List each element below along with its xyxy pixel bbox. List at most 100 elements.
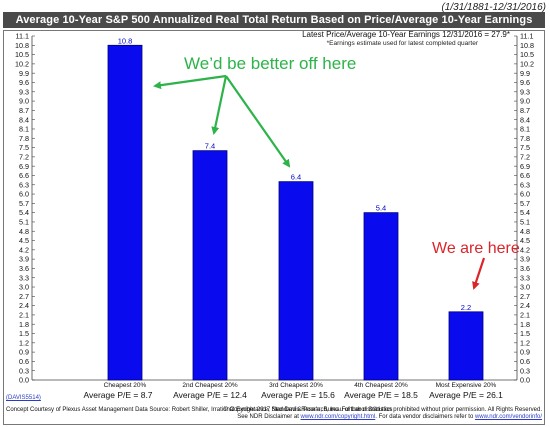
bar-value-label: 5.4 [376,204,386,213]
x-category-label: 2nd Cheapest 20% [182,382,238,389]
chart-code-link[interactable]: (DAVIS5514) [6,395,41,401]
y-tick-label-left: 2.7 [19,292,29,301]
bar-value-label: 10.8 [118,36,133,45]
bar-value-label: 2.2 [461,303,471,312]
y-tick-label-left: 11.1 [16,32,29,41]
y-tick-label-left: 6.9 [19,162,29,171]
latest-pe-note: Latest Price/Average 10-Year Earnings 12… [302,30,510,39]
y-tick-label-left: 0.0 [19,376,29,385]
y-tick-label-left: 7.8 [19,134,29,143]
disclaimer-prefix: See NDR Disclaimer at [237,414,299,420]
y-tick-label-left: 0.6 [19,357,29,366]
y-tick-label-right: 2.4 [520,301,530,310]
y-tick-label-left: 1.5 [19,329,29,338]
y-tick-label-left: 0.3 [19,366,29,375]
y-tick-label-left: 3.3 [19,273,29,282]
bar-value-label: 6.4 [291,173,301,182]
y-tick-label-left: 2.1 [19,311,29,320]
x-category-label: Most Expensive 20% [436,382,497,389]
y-tick-label-right: 5.7 [520,199,530,208]
y-tick-label-right: 5.4 [520,208,530,217]
bar [363,212,399,381]
y-tick-label-left: 10.2 [15,59,29,68]
y-tick-label-right: 4.5 [520,236,530,245]
y-tick-label-right: 0.0 [520,376,530,385]
y-tick-label-left: 10.5 [15,50,29,59]
y-tick-label-left: 8.1 [19,125,29,134]
y-tick-label-left: 9.3 [19,87,29,96]
y-tick-label-right: 0.3 [520,366,530,375]
bar [192,150,228,381]
y-tick-label-right: 8.4 [520,115,530,124]
y-tick-label-left: 8.7 [19,106,29,115]
copyright-notice: © Copyright 2017 Ned Davis Research, Inc… [223,407,542,413]
chart-title: Average 10-Year S&P 500 Annualized Real … [3,12,545,28]
x-category-label: 3rd Cheapest 20% [269,382,323,389]
y-tick-label-left: 3.0 [19,283,29,292]
y-tick-label-left: 7.2 [19,152,29,161]
y-tick-label-left: 1.8 [19,320,29,329]
bar-value-label: 7.4 [205,142,215,151]
y-tick-label-left: 9.0 [19,97,29,106]
y-tick-label-left: 8.4 [19,115,29,124]
y-tick-label-right: 7.2 [520,152,530,161]
y-tick-label-left: 9.6 [19,78,29,87]
y-tick-label-right: 4.2 [520,245,530,254]
bar [278,181,314,381]
y-tick-label-right: 11.1 [520,32,533,41]
y-tick-label-left: 10.8 [15,41,29,50]
y-tick-label-right: 3.0 [520,283,530,292]
y-tick-label-right: 3.6 [520,264,530,273]
y-tick-label-right: 1.2 [520,338,530,347]
y-tick-label-right: 9.6 [520,78,530,87]
vendor-info-link[interactable]: www.ndr.com/vendorinfo/ [474,414,542,420]
y-tick-label-right: 0.9 [520,348,530,357]
y-tick-label-right: 9.9 [520,69,530,78]
y-tick-label-left: 9.9 [19,69,29,78]
green-arrow-to-3rd-cheapest [225,75,291,168]
average-pe-label: Average P/E = 12.4 [173,390,247,400]
y-tick-label-right: 9.0 [520,97,530,106]
y-tick-label-left: 6.6 [19,171,29,180]
y-tick-label-right: 1.5 [520,329,530,338]
y-tick-label-right: 7.8 [520,134,530,143]
y-tick-label-left: 3.6 [19,264,29,273]
y-tick-label-right: 6.0 [520,190,530,199]
bar [107,44,143,381]
y-tick-label-right: 2.7 [520,292,530,301]
y-tick-label-right: 10.2 [520,59,534,68]
bar [448,311,484,381]
y-tick-label-left: 6.0 [19,190,29,199]
y-tick-label-left: 5.4 [19,208,29,217]
y-tick-label-right: 2.1 [520,311,530,320]
estimate-footnote: *Earnings estimate used for latest compl… [326,40,478,47]
y-tick-label-left: 4.8 [19,227,29,236]
y-tick-label-left: 4.2 [19,245,29,254]
red-arrow-to-most-expensive [472,257,486,290]
y-tick-label-right: 6.3 [520,180,530,189]
plot-frame [3,30,545,425]
y-tick-label-right: 10.5 [520,50,534,59]
y-tick-label-left: 0.9 [19,348,29,357]
x-category-label: Cheapest 20% [104,382,147,389]
y-tick-label-right: 8.7 [520,106,530,115]
y-tick-label-right: 8.1 [520,125,530,134]
y-tick-label-right: 7.5 [520,143,530,152]
y-tick-label-left: 5.1 [19,218,29,227]
y-tick-label-left: 5.7 [19,199,29,208]
y-tick-label-right: 0.6 [520,357,530,366]
y-tick-label-right: 6.6 [520,171,530,180]
better-off-annotation: We’d be better off here [184,54,357,73]
disclaimer-line: See NDR Disclaimer at www.ndr.com/copyri… [237,414,542,422]
y-tick-label-right: 1.8 [520,320,530,329]
y-tick-label-right: 5.1 [520,218,530,227]
y-tick-label-left: 4.5 [19,236,29,245]
y-tick-label-left: 3.9 [19,255,29,264]
y-tick-label-right: 9.3 [520,87,530,96]
x-category-label: 4th Cheapest 20% [354,382,408,389]
copyright-link[interactable]: www.ndr.com/copyright.html [300,414,376,420]
concept-credit: Concept Courtesy of Plexus Asset Managem… [6,407,393,413]
average-pe-label: Average P/E = 26.1 [429,390,503,400]
y-tick-label-left: 2.4 [19,301,29,310]
